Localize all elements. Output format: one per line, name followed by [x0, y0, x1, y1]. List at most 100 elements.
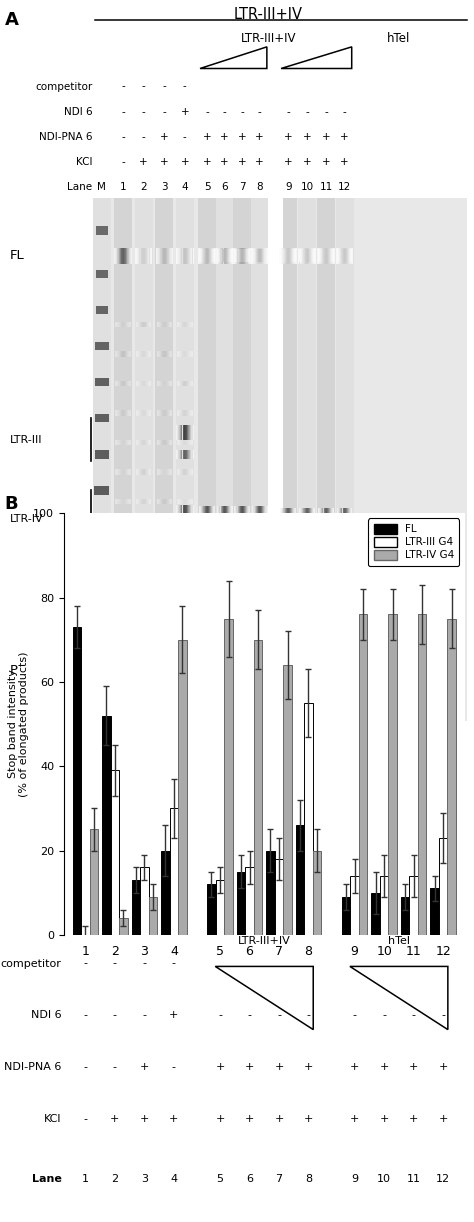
Bar	[171, 499, 172, 505]
Bar	[181, 411, 182, 415]
Bar	[136, 351, 137, 357]
Bar	[380, 876, 388, 935]
Bar	[189, 587, 190, 593]
Bar	[96, 270, 108, 279]
Bar	[202, 506, 203, 524]
Bar	[236, 532, 237, 543]
Bar	[188, 248, 189, 264]
Bar	[162, 469, 163, 475]
Bar	[306, 249, 307, 263]
Bar	[161, 499, 162, 505]
Bar	[116, 380, 117, 386]
Bar	[311, 249, 312, 263]
Bar	[254, 249, 255, 263]
Text: 1: 1	[120, 182, 127, 192]
Bar	[160, 646, 161, 651]
Bar	[148, 646, 149, 651]
Bar	[182, 522, 183, 532]
Bar	[214, 532, 215, 543]
Bar	[186, 557, 187, 563]
Bar	[140, 499, 141, 505]
Bar	[328, 248, 329, 264]
Bar	[123, 248, 124, 264]
Bar	[137, 528, 138, 534]
Bar	[145, 557, 146, 563]
Bar	[223, 249, 224, 263]
Bar	[122, 646, 123, 651]
Bar	[189, 664, 190, 677]
Bar	[304, 703, 313, 935]
Bar	[177, 646, 178, 651]
Bar	[165, 528, 166, 534]
Bar	[447, 618, 456, 935]
Bar	[332, 529, 333, 538]
Bar	[159, 469, 160, 475]
Bar	[213, 248, 214, 264]
Bar	[176, 425, 177, 440]
Bar	[234, 532, 235, 543]
Bar	[176, 198, 194, 721]
Bar	[351, 508, 352, 523]
Bar	[229, 249, 230, 263]
Bar	[211, 249, 212, 263]
Bar	[292, 508, 293, 523]
Text: +: +	[245, 1113, 254, 1123]
Bar	[159, 528, 160, 534]
Bar	[156, 557, 157, 563]
Bar	[168, 411, 169, 415]
Bar	[343, 529, 344, 538]
Bar	[279, 198, 297, 721]
Bar	[312, 508, 313, 523]
Bar	[349, 508, 350, 523]
Text: 2: 2	[111, 1174, 118, 1184]
Text: -: -	[307, 1011, 310, 1020]
Bar	[323, 248, 324, 264]
Bar	[183, 411, 184, 415]
Bar	[312, 248, 313, 264]
Bar	[223, 532, 224, 543]
Text: +: +	[409, 1113, 419, 1123]
Bar	[137, 411, 138, 415]
Bar	[96, 661, 97, 679]
Bar	[180, 469, 181, 475]
Bar	[183, 617, 184, 622]
Bar	[161, 248, 162, 264]
Bar	[150, 321, 151, 327]
Bar	[300, 529, 301, 538]
Bar	[168, 499, 169, 505]
Bar	[177, 469, 178, 475]
Bar	[185, 587, 186, 593]
Bar	[145, 528, 146, 534]
Bar	[140, 557, 141, 563]
Bar	[184, 557, 185, 563]
Bar	[287, 508, 288, 523]
Bar	[118, 469, 119, 475]
Bar	[227, 248, 228, 264]
Bar	[256, 532, 257, 543]
Bar	[212, 248, 213, 264]
Bar	[183, 440, 184, 445]
Bar	[190, 425, 191, 440]
Bar	[147, 499, 148, 505]
Bar	[117, 411, 118, 415]
Text: -: -	[353, 1011, 356, 1020]
Bar	[157, 351, 158, 357]
Bar	[204, 248, 205, 264]
Bar	[129, 411, 130, 415]
Bar	[190, 538, 191, 544]
Text: P: P	[9, 664, 18, 677]
Bar	[258, 506, 259, 524]
Bar	[141, 646, 142, 651]
Bar	[116, 440, 117, 445]
Bar	[125, 248, 126, 264]
Bar	[242, 249, 243, 263]
Bar	[359, 615, 367, 935]
Bar	[167, 440, 168, 445]
Bar	[167, 617, 168, 622]
Bar	[337, 249, 338, 263]
Bar	[280, 529, 281, 538]
Bar	[143, 321, 144, 327]
Bar	[333, 529, 334, 538]
Bar	[324, 529, 325, 538]
Bar	[124, 351, 125, 357]
